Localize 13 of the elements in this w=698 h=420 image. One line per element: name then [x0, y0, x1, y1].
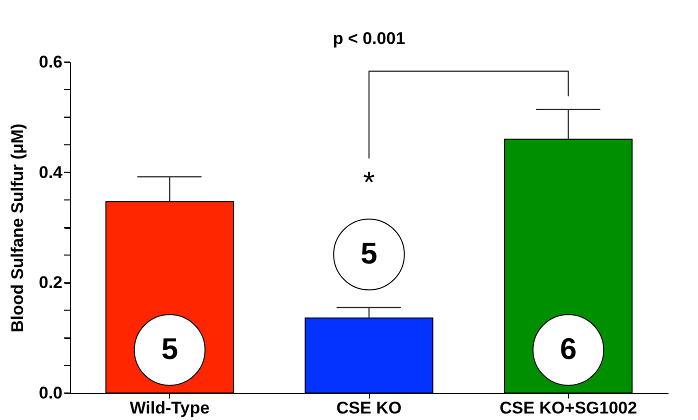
- annotation: 5: [161, 332, 178, 366]
- y-tick-label: 0.6: [38, 52, 62, 72]
- annotation: 6: [560, 332, 577, 366]
- y-axis-title: Blood Sulfane Sulfur (μM): [8, 124, 27, 332]
- x-tick-label: CSE KO: [336, 398, 402, 418]
- annotation: *: [363, 166, 376, 200]
- annotation: 5: [360, 238, 378, 271]
- y-tick-label: 0.2: [38, 273, 62, 292]
- y-tick-label: 0.4: [38, 162, 64, 182]
- x-tick-label: Wild-Type: [130, 398, 210, 418]
- y-tick-label: 0.0: [38, 384, 62, 402]
- x-tick-label: CSE KO+SG1002: [500, 398, 638, 418]
- text: p < 0.001: [332, 29, 406, 48]
